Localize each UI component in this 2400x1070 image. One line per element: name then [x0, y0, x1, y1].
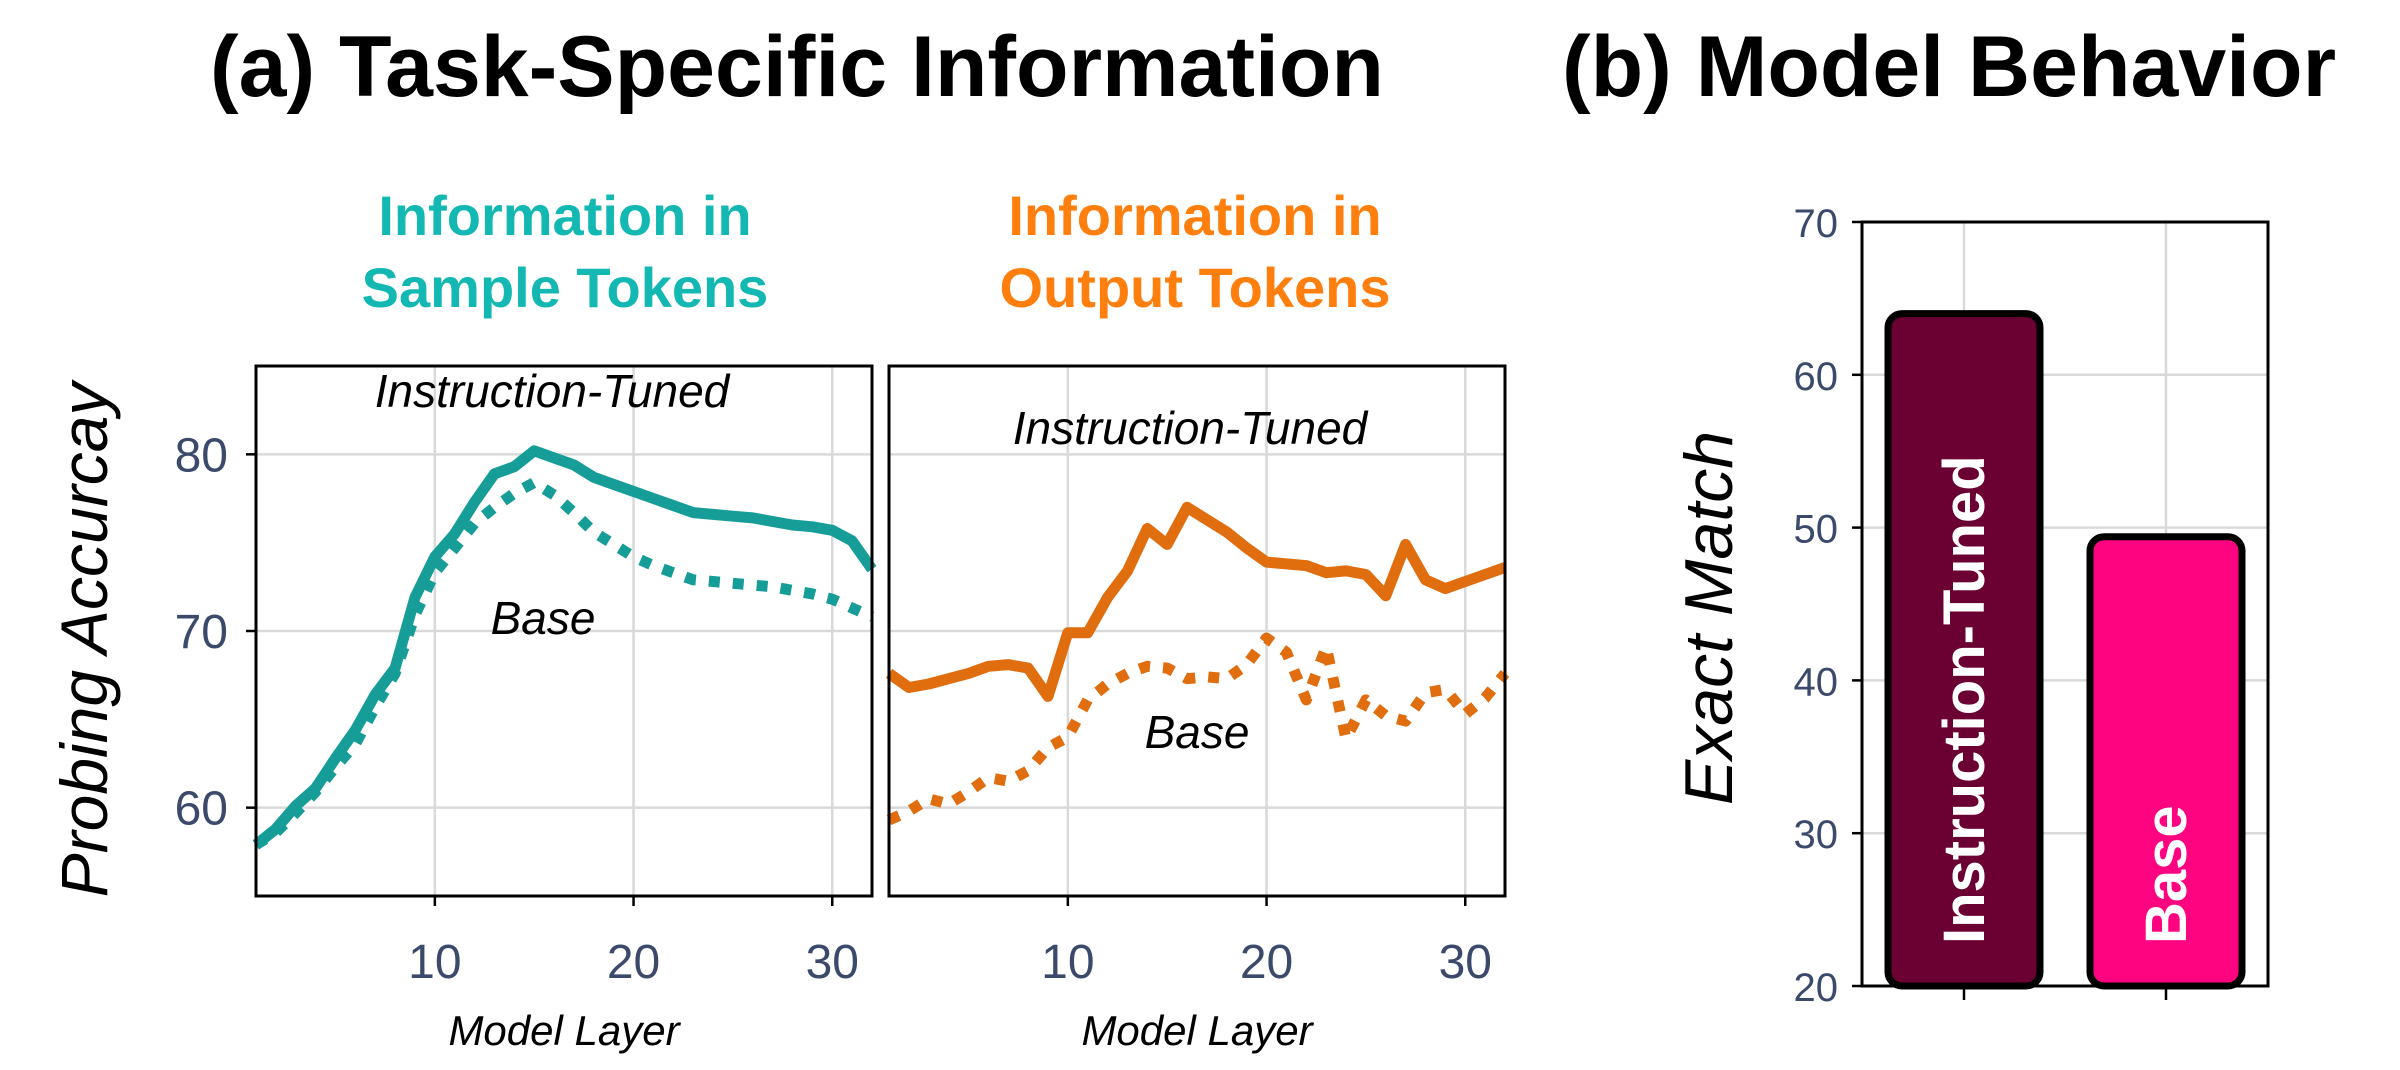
exact-match-yaxis-label: Exact Match — [1671, 431, 1747, 805]
output-xtick-label: 20 — [1240, 936, 1293, 989]
output-annotation-base: Base — [1145, 706, 1250, 758]
behavior-ytick-label: 50 — [1794, 508, 1839, 552]
output-annotation-instruction-tuned: Instruction-Tuned — [1013, 402, 1369, 454]
output-series-base-line — [886, 632, 1510, 826]
panel-b-title: (b) Model Behavior — [1562, 19, 2337, 115]
output-subtitle-line2: Output Tokens — [999, 256, 1391, 319]
sample-subtitle-line2: Sample Tokens — [361, 256, 769, 319]
sample-tokens-subtitle: Information in Sample Tokens — [215, 180, 915, 324]
instruction-tuned-bar-label: Instruction-Tuned — [1932, 455, 1997, 944]
behavior-ytick-label: 70 — [1794, 202, 1839, 246]
behavior-ytick-label: 40 — [1794, 660, 1839, 704]
output-series-instruction-tuned-line — [885, 501, 1507, 702]
sample-subtitle-line1: Information in — [378, 184, 752, 247]
probing-accuracy-yaxis-label: Probing Accurcay — [47, 379, 121, 898]
behavior-ytick-label: 60 — [1794, 355, 1839, 399]
frame-layer — [246, 220, 2270, 1000]
sample-annotation-instruction-tuned: Instruction-Tuned — [375, 365, 731, 417]
output-tokens-subtitle: Information in Output Tokens — [845, 180, 1545, 324]
output-xtick-label: 10 — [1041, 936, 1094, 989]
sample-ytick-label: 70 — [175, 606, 228, 659]
output-plot-frame — [887, 364, 1507, 898]
sample-ytick-label: 80 — [175, 429, 228, 482]
sample-xtick-label: 30 — [806, 936, 859, 989]
panel-a-title: (a) Task-Specific Information — [210, 19, 1384, 115]
text-layer: 10 20 30 60 70 80 Model Layer Instruction-Tuned… — [47, 202, 2199, 1054]
behavior-ytick-label: 30 — [1794, 813, 1839, 857]
sample-xtick-label: 20 — [607, 936, 660, 989]
sample-xtick-label: 10 — [408, 936, 461, 989]
behavior-ytick-label: 20 — [1794, 966, 1839, 1010]
output-subtitle-line1: Information in — [1008, 184, 1382, 247]
sample-ytick-label: 60 — [175, 783, 228, 836]
sample-annotation-base: Base — [491, 592, 596, 644]
sample-series-instruction-tuned-line — [252, 445, 877, 850]
output-xaxis-label: Model Layer — [1081, 1007, 1314, 1054]
behavior-plot-frame — [1860, 220, 2270, 988]
base-bar-label: Base — [2134, 805, 2199, 944]
output-xtick-label: 30 — [1439, 936, 1492, 989]
sample-series-base-line — [253, 477, 875, 850]
sample-xaxis-label: Model Layer — [448, 1007, 681, 1054]
